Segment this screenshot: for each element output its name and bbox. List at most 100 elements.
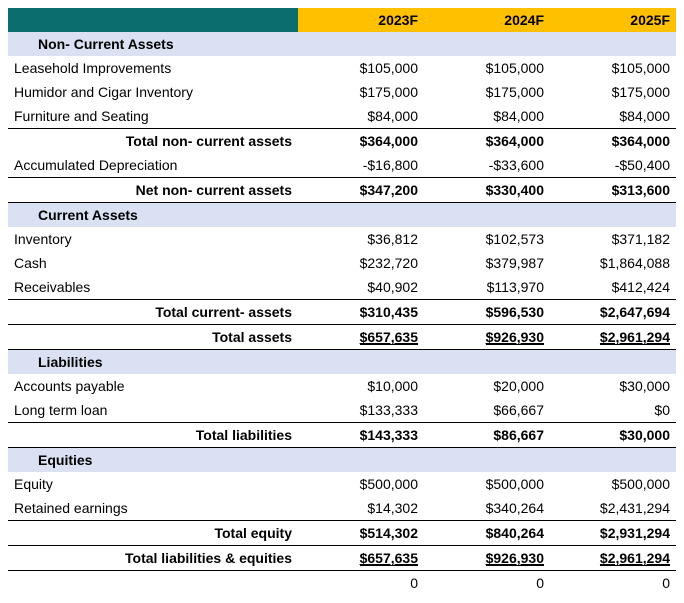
cell: $143,333 bbox=[298, 423, 424, 448]
row-receivables: Receivables $40,902 $113,970 $412,424 bbox=[8, 275, 676, 300]
row-label: Accumulated Depreciation bbox=[8, 153, 298, 178]
cell: $0 bbox=[550, 398, 676, 423]
row-label: Long term loan bbox=[8, 398, 298, 423]
row-label: Cash bbox=[8, 251, 298, 275]
cell: $2,931,294 bbox=[550, 521, 676, 546]
row-humidor: Humidor and Cigar Inventory $175,000 $17… bbox=[8, 80, 676, 104]
cell: $175,000 bbox=[424, 80, 550, 104]
cell: $113,970 bbox=[424, 275, 550, 300]
row-label: Total equity bbox=[8, 521, 298, 546]
row-label bbox=[8, 571, 298, 596]
cell: $105,000 bbox=[298, 56, 424, 80]
cell: $30,000 bbox=[550, 374, 676, 398]
row-inventory: Inventory $36,812 $102,573 $371,182 bbox=[8, 227, 676, 251]
cell: $84,000 bbox=[550, 104, 676, 129]
cell: $330,400 bbox=[424, 178, 550, 203]
section-label: Current Assets bbox=[8, 203, 298, 228]
cell: $20,000 bbox=[424, 374, 550, 398]
cell: $105,000 bbox=[550, 56, 676, 80]
cell: $379,987 bbox=[424, 251, 550, 275]
row-equity: Equity $500,000 $500,000 $500,000 bbox=[8, 472, 676, 496]
cell: $10,000 bbox=[298, 374, 424, 398]
row-cash: Cash $232,720 $379,987 $1,864,088 bbox=[8, 251, 676, 275]
section-non-current-assets: Non- Current Assets bbox=[8, 32, 676, 56]
cell: $926,930 bbox=[424, 325, 550, 350]
cell: $310,435 bbox=[298, 300, 424, 325]
cell: $364,000 bbox=[550, 129, 676, 154]
cell: $30,000 bbox=[550, 423, 676, 448]
row-total-liab: Total liabilities $143,333 $86,667 $30,0… bbox=[8, 423, 676, 448]
cell: $364,000 bbox=[424, 129, 550, 154]
row-label: Equity bbox=[8, 472, 298, 496]
cell: $596,530 bbox=[424, 300, 550, 325]
section-label: Equities bbox=[8, 448, 298, 473]
section-label: Liabilities bbox=[8, 350, 298, 375]
row-total-ca: Total current- assets $310,435 $596,530 … bbox=[8, 300, 676, 325]
cell: $364,000 bbox=[298, 129, 424, 154]
cell: $84,000 bbox=[298, 104, 424, 129]
cell: $500,000 bbox=[424, 472, 550, 496]
row-net-nca: Net non- current assets $347,200 $330,40… bbox=[8, 178, 676, 203]
row-accdep: Accumulated Depreciation -$16,800 -$33,6… bbox=[8, 153, 676, 178]
section-liabilities: Liabilities bbox=[8, 350, 676, 375]
cell: $514,302 bbox=[298, 521, 424, 546]
cell: $86,667 bbox=[424, 423, 550, 448]
row-ap: Accounts payable $10,000 $20,000 $30,000 bbox=[8, 374, 676, 398]
cell: $347,200 bbox=[298, 178, 424, 203]
row-label: Total liabilities bbox=[8, 423, 298, 448]
header-row: 2023F 2024F 2025F bbox=[8, 8, 676, 32]
cell: $36,812 bbox=[298, 227, 424, 251]
row-label: Total current- assets bbox=[8, 300, 298, 325]
row-check: 0 0 0 bbox=[8, 571, 676, 596]
row-total-nca: Total non- current assets $364,000 $364,… bbox=[8, 129, 676, 154]
header-blank bbox=[8, 8, 298, 32]
cell: $657,635 bbox=[298, 546, 424, 571]
row-label: Furniture and Seating bbox=[8, 104, 298, 129]
row-leasehold: Leasehold Improvements $105,000 $105,000… bbox=[8, 56, 676, 80]
cell: $2,431,294 bbox=[550, 496, 676, 521]
row-furniture: Furniture and Seating $84,000 $84,000 $8… bbox=[8, 104, 676, 129]
cell: $2,647,694 bbox=[550, 300, 676, 325]
cell: $40,902 bbox=[298, 275, 424, 300]
cell: $14,302 bbox=[298, 496, 424, 521]
cell: $175,000 bbox=[550, 80, 676, 104]
row-label: Humidor and Cigar Inventory bbox=[8, 80, 298, 104]
row-label: Total liabilities & equities bbox=[8, 546, 298, 571]
cell: $340,264 bbox=[424, 496, 550, 521]
header-year-2023: 2023F bbox=[298, 8, 424, 32]
section-current-assets: Current Assets bbox=[8, 203, 676, 228]
row-label: Accounts payable bbox=[8, 374, 298, 398]
row-total-assets: Total assets $657,635 $926,930 $2,961,29… bbox=[8, 325, 676, 350]
cell: $2,961,294 bbox=[550, 546, 676, 571]
row-retained: Retained earnings $14,302 $340,264 $2,43… bbox=[8, 496, 676, 521]
cell: $657,635 bbox=[298, 325, 424, 350]
cell: $102,573 bbox=[424, 227, 550, 251]
section-label: Non- Current Assets bbox=[8, 32, 298, 56]
cell: $500,000 bbox=[298, 472, 424, 496]
cell: $232,720 bbox=[298, 251, 424, 275]
cell: -$50,400 bbox=[550, 153, 676, 178]
cell: 0 bbox=[298, 571, 424, 596]
cell: $500,000 bbox=[550, 472, 676, 496]
row-label: Leasehold Improvements bbox=[8, 56, 298, 80]
row-ltl: Long term loan $133,333 $66,667 $0 bbox=[8, 398, 676, 423]
cell: 0 bbox=[424, 571, 550, 596]
cell: -$33,600 bbox=[424, 153, 550, 178]
row-total-liab-eq: Total liabilities & equities $657,635 $9… bbox=[8, 546, 676, 571]
row-total-equity: Total equity $514,302 $840,264 $2,931,29… bbox=[8, 521, 676, 546]
cell: $105,000 bbox=[424, 56, 550, 80]
cell: $313,600 bbox=[550, 178, 676, 203]
cell: $371,182 bbox=[550, 227, 676, 251]
row-label: Net non- current assets bbox=[8, 178, 298, 203]
cell: $1,864,088 bbox=[550, 251, 676, 275]
cell: $175,000 bbox=[298, 80, 424, 104]
row-label: Inventory bbox=[8, 227, 298, 251]
cell: -$16,800 bbox=[298, 153, 424, 178]
cell: $926,930 bbox=[424, 546, 550, 571]
balance-sheet-table: 2023F 2024F 2025F Non- Current Assets Le… bbox=[8, 8, 676, 595]
header-year-2024: 2024F bbox=[424, 8, 550, 32]
cell: $84,000 bbox=[424, 104, 550, 129]
cell: $2,961,294 bbox=[550, 325, 676, 350]
cell: $840,264 bbox=[424, 521, 550, 546]
row-label: Retained earnings bbox=[8, 496, 298, 521]
